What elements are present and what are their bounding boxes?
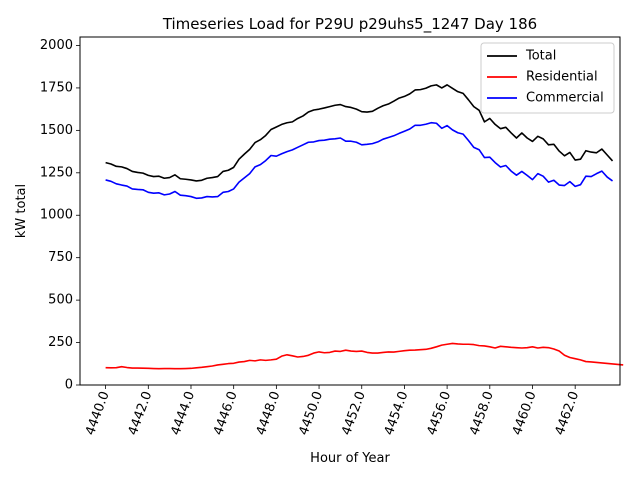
legend: Total Residential Commercial [480,42,615,114]
y-axis-ticks: 0 250 500 750 1000 1250 1500 1750 2000 [40,38,80,393]
series-line-commercial [105,121,614,200]
series-line-residential [105,342,624,370]
series-line-total [105,84,614,182]
y-axis-label: kW total [14,184,29,238]
plot-frame [79,36,621,386]
y-tick-label: 2000 [40,38,73,53]
legend-box [480,42,615,114]
y-tick-label: 1750 [40,80,73,95]
legend-label-commercial: Commercial [526,91,604,106]
legend-label-total: Total [525,49,556,64]
y-tick-label: 1500 [40,123,73,138]
series-lines [105,84,624,370]
y-tick-label: 1250 [40,165,73,180]
legend-label-residential: Residential [526,70,598,85]
y-tick-label: 500 [48,293,73,308]
chart-title: Timeseries Load for P29U p29uhs5_1247 Da… [162,15,537,34]
y-tick-label: 750 [48,250,73,265]
y-tick-label: 1000 [40,208,73,223]
x-axis-label: Hour of Year [310,451,390,466]
y-tick-label: 0 [65,378,73,393]
y-tick-label: 250 [48,335,73,350]
